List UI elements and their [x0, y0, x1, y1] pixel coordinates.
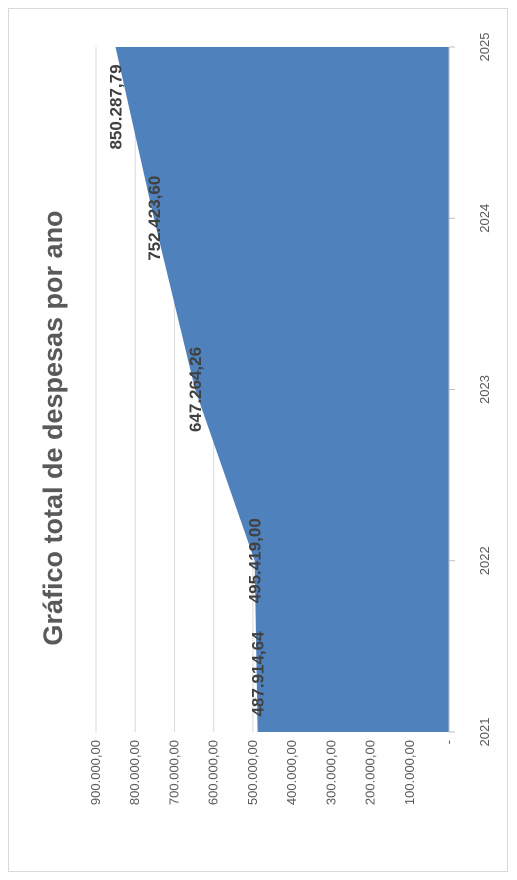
category-label: 2023 — [477, 375, 492, 404]
chart-title: Gráfico total de despesas por ano — [38, 210, 68, 645]
area-fill — [115, 47, 449, 732]
value-tick-label: 900.000,00 — [88, 740, 103, 805]
area-series — [115, 47, 449, 732]
value-tick-label: 800.000,00 — [127, 740, 142, 805]
value-tick-label: 200.000,00 — [363, 740, 378, 805]
data-label: 647.264,26 — [186, 347, 205, 432]
data-label: 495.419,00 — [246, 518, 265, 603]
category-label: 2022 — [477, 546, 492, 575]
value-tick-label: 600.000,00 — [206, 740, 221, 805]
category-label: 2024 — [477, 204, 492, 233]
data-label: 752.423,60 — [145, 176, 164, 261]
value-tick-label: 700.000,00 — [166, 740, 181, 805]
data-labels: 487.914,64 495.419,00 647.264,26 752.423,60… — [106, 64, 267, 716]
category-label: 2025 — [477, 33, 492, 62]
data-label: 850.287,79 — [106, 64, 125, 149]
value-tick-label: 100.000,00 — [402, 740, 417, 805]
data-label: 487.914,64 — [249, 631, 268, 717]
value-tick-label: - — [441, 740, 456, 744]
value-tick-label: 400.000,00 — [284, 740, 299, 805]
category-label: 2021 — [477, 718, 492, 747]
value-tick-label: 300.000,00 — [323, 740, 338, 805]
value-tick-label: 500.000,00 — [245, 740, 260, 805]
axes: - 100.000,00 200.000,00 300.000,00 400.000,0… — [88, 33, 492, 806]
